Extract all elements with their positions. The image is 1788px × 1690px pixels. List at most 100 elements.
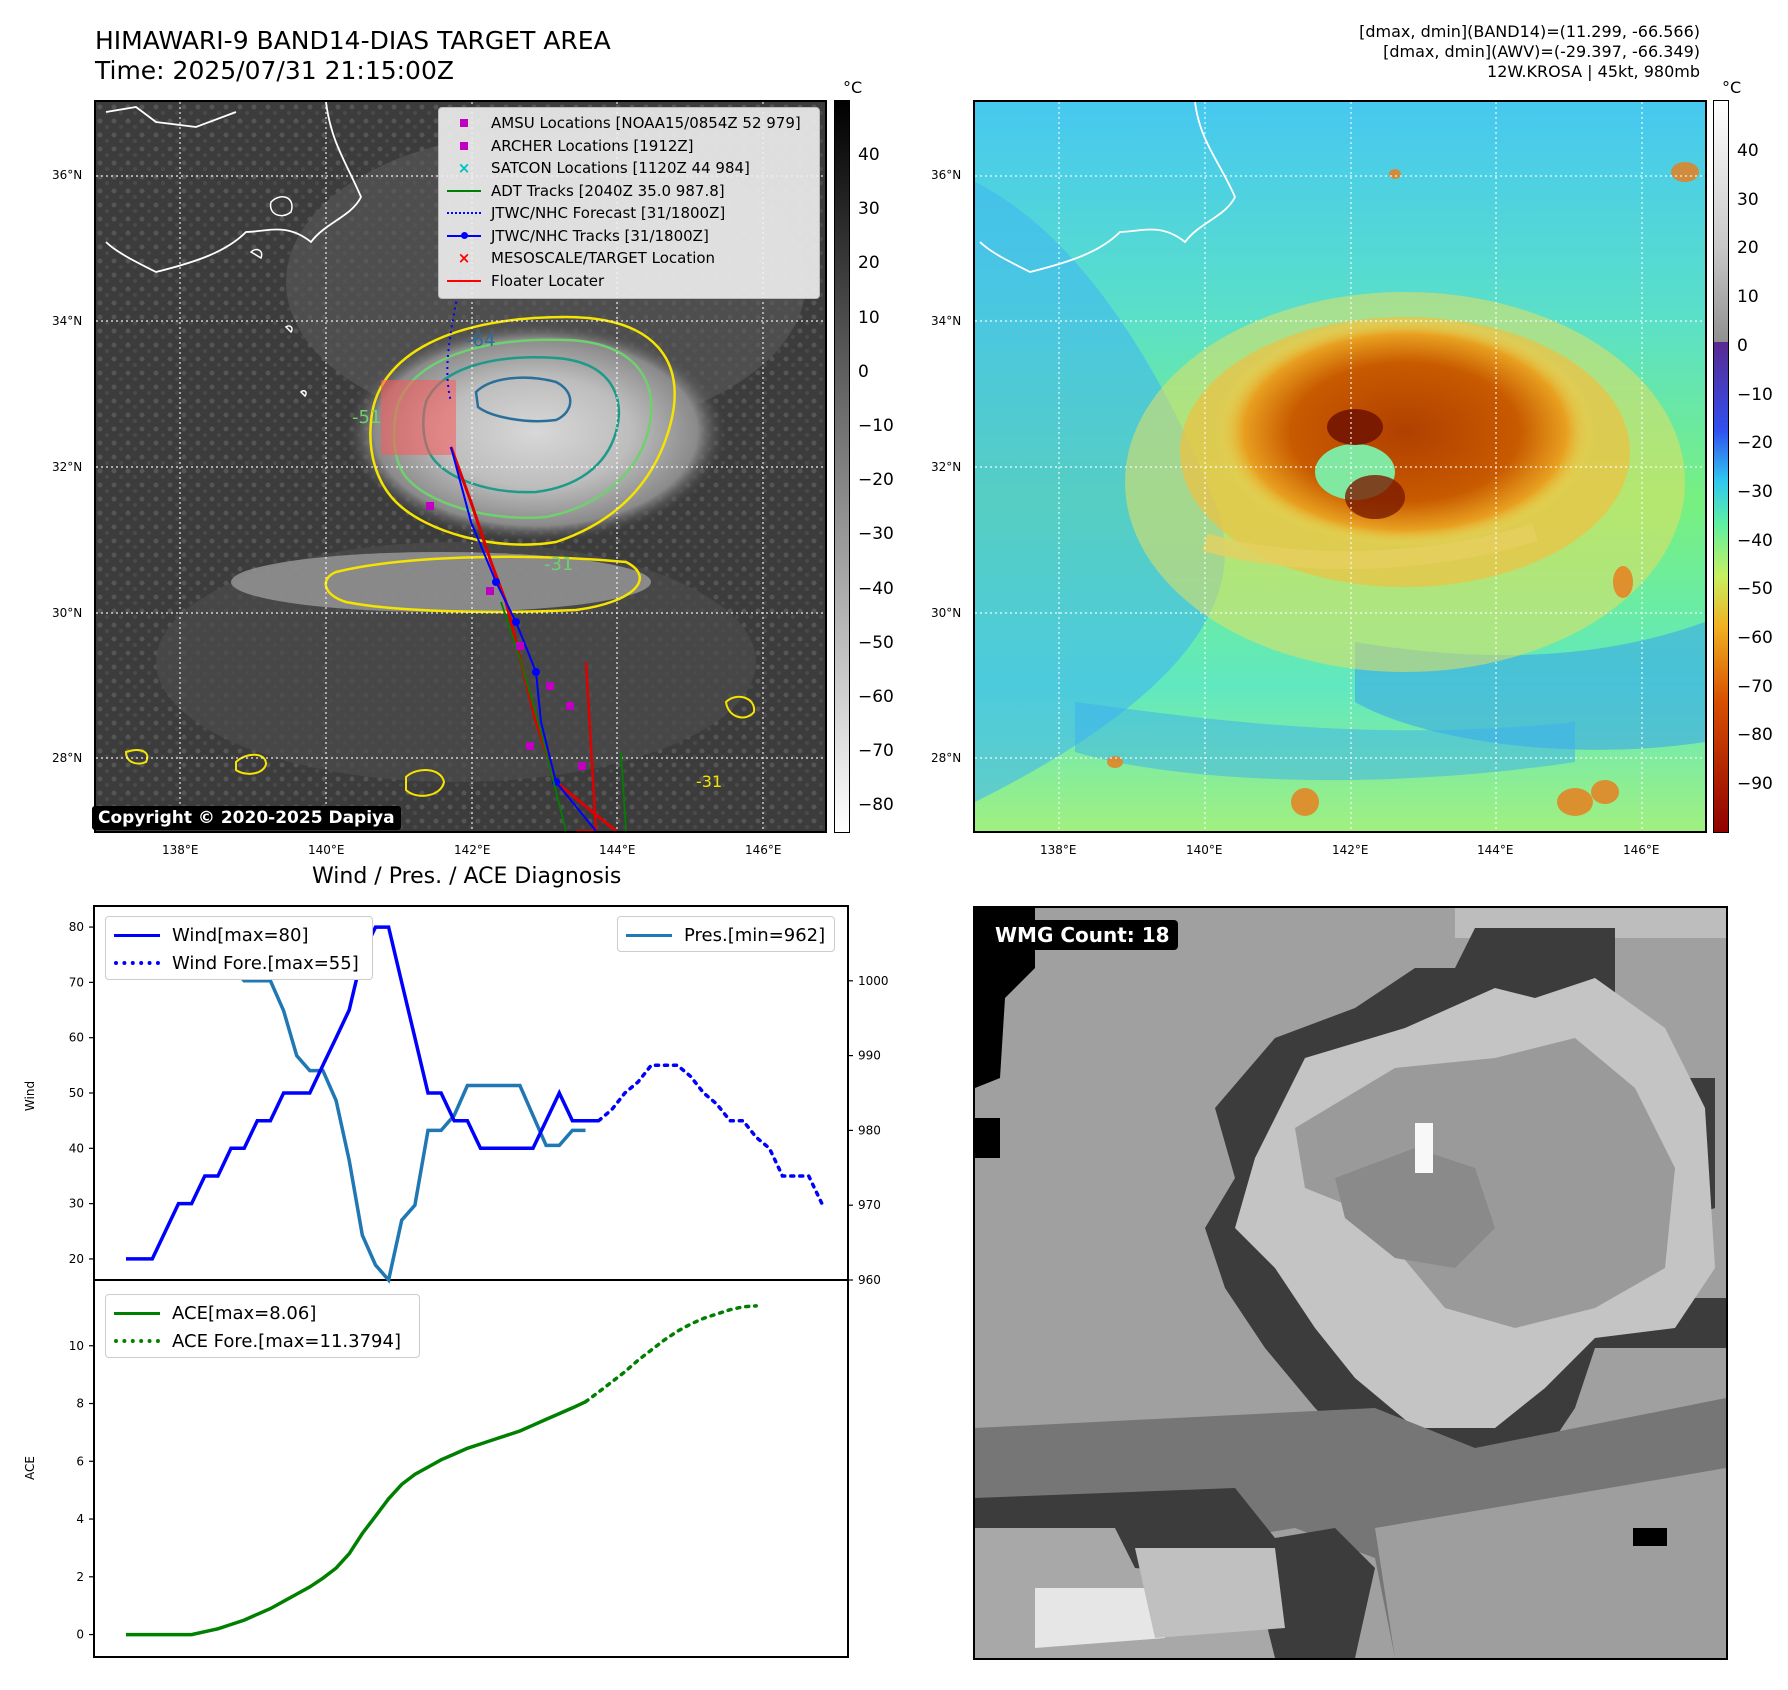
legend-floater: Floater Locater [447,270,811,293]
wv-colorbar-tick: −90 [1737,774,1773,795]
legend-amsu: AMSU Locations [NOAA15/0854Z 52 979] [447,112,811,135]
wv-colorbar-tick: −10 [1737,384,1773,405]
wv-colorbar [1713,100,1729,833]
wv-colorbar-tick: −30 [1737,481,1773,502]
wind-axis-tick-label: 80 [69,920,84,934]
lat-label: 34°N [52,314,83,328]
wv-colorbar-tick: −60 [1737,628,1773,648]
info-block: [dmax, dmin](BAND14)=(11.299, -66.566) [… [1359,22,1700,82]
lon-label: 144°E [1477,843,1514,857]
x-marker-icon: × [457,159,471,178]
ir-colorbar-tick: −80 [858,795,894,816]
lon-label: 142°E [1332,843,1369,857]
ace-axes-frame [93,1279,849,1658]
legend-ace-forecast: ACE Fore.[max=11.3794] [114,1327,411,1355]
wind-axis-tick-label: 30 [69,1197,84,1211]
wv-colorbar-tick: −50 [1737,579,1773,600]
wv-colorbar-tick: −70 [1737,676,1773,697]
ir-colorbar-unit: °C [843,78,863,97]
lon-label: 146°E [745,843,782,857]
ir-colorbar-tick: −30 [858,524,894,545]
info-line-band14: [dmax, dmin](BAND14)=(11.299, -66.566) [1359,22,1700,41]
ir-colorbar-tick: −10 [858,416,894,436]
ace-legend: ACE[max=8.06] ACE Fore.[max=11.3794] [105,1294,420,1358]
lat-label: 28°N [931,751,962,765]
timeseries-title: Wind / Pres. / ACE Diagnosis [312,864,622,889]
contour-label-51: -51 [352,407,382,428]
line-icon [447,279,481,282]
line-icon [626,933,676,937]
ace-forecast-line [583,1304,758,1404]
pres-axis-tick-label: 960 [858,1273,881,1287]
ir-colorbar-tick: −50 [858,632,894,653]
lat-label: 28°N [52,751,83,765]
wv-colorbar-tick: −40 [1737,530,1773,551]
pres-axis-tick-label: 1000 [858,974,889,988]
ir-colorbar-tick: 30 [858,199,880,220]
legend-jtwc-forecast: JTWC/NHC Forecast [31/1800Z] [447,202,811,225]
lat-label: 32°N [52,460,83,474]
ir-colorbar-tick: 0 [858,361,869,382]
ir-colorbar-tick: −70 [858,741,894,762]
pres-axis-tick-label: 970 [858,1198,881,1212]
ace-line [126,1400,587,1637]
ir-colorbar-tick: 20 [858,253,880,274]
wv-colorbar-tick: 20 [1737,238,1759,259]
line-icon [114,1311,164,1315]
ir-colorbar-tick: −60 [858,687,894,707]
wv-map-panel [973,100,1707,833]
ace-axis-tick-label: 8 [76,1397,84,1411]
wv-colorbar-tick: −80 [1737,725,1773,746]
ace-axis-tick-label: 10 [69,1339,84,1353]
wv-colorbar-tick: 0 [1737,335,1748,356]
contour-label-31a: -31 [544,554,574,575]
legend-satcon: × SATCON Locations [1120Z 44 984] [447,157,811,180]
wind-axis-tick-label: 40 [69,1141,84,1155]
x-marker-icon: × [457,249,471,268]
line-icon [114,933,164,937]
pres-axis-tick-label: 980 [858,1123,881,1137]
lon-label: 142°E [454,843,491,857]
ir-colorbar-tick: 40 [858,145,880,165]
copyright-badge: Copyright © 2020-2025 Dapiya [92,806,401,830]
figure-title: HIMAWARI-9 BAND14-DIAS TARGET AREA [95,26,611,55]
square-marker-icon [447,141,481,150]
wmg-count-badge: WMG Count: 18 [987,920,1178,950]
timeseries-chart: 20 30 40 50 60 70 80 960 970 980 990 1000 0 2 4 6 8 10 Win… [23,905,889,1658]
contour-label-64: -64 [466,330,496,351]
wind-axis-tick-label: 70 [69,975,84,989]
legend-pres: Pres.[min=962] [626,921,826,949]
ir-colorbar-tick: −40 [858,578,894,599]
wind-axis-label: Wind [23,1081,37,1111]
info-line-storm: 12W.KROSA | 45kt, 980mb [1487,62,1700,81]
lon-label: 146°E [1623,843,1660,857]
wv-colorbar-unit: °C [1722,78,1742,97]
line-icon [447,189,481,192]
wind-legend: Wind[max=80] Wind Fore.[max=55] [105,916,373,980]
info-line-awv: [dmax, dmin](AWV)=(-29.397, -66.349) [1383,42,1700,61]
lat-label: 36°N [52,168,83,182]
ace-axis-tick-label: 0 [76,1628,84,1642]
line-dot-icon [447,232,481,240]
wv-colorbar-tick: 30 [1737,189,1759,210]
lon-label: 144°E [599,843,636,857]
legend-target: × MESOSCALE/TARGET Location [447,247,811,270]
lat-label: 34°N [931,314,962,328]
figure-time: Time: 2025/07/31 21:15:00Z [95,56,454,85]
legend-wind-forecast: Wind Fore.[max=55] [114,949,364,977]
wind-axis-tick-label: 60 [69,1031,84,1045]
map-legend: AMSU Locations [NOAA15/0854Z 52 979] ARC… [438,107,820,299]
dotted-line-icon [114,961,164,965]
dotted-line-icon [114,1339,164,1343]
wind-forecast-line [596,1063,824,1206]
ir-map-panel: -64 -51 -31 -31 AMSU Locations [NOAA15/0… [94,100,827,833]
ace-axis-tick-label: 6 [76,1454,84,1468]
wv-colorbar-tick: 40 [1737,141,1759,161]
wmg-panel [973,906,1728,1660]
lat-label: 32°N [931,460,962,474]
lon-label: 138°E [1040,843,1077,857]
pres-legend: Pres.[min=962] [617,916,835,952]
legend-archer: ARCHER Locations [1912Z] [447,135,811,158]
contour-label-31b: -31 [696,772,723,791]
lon-label: 138°E [162,843,199,857]
